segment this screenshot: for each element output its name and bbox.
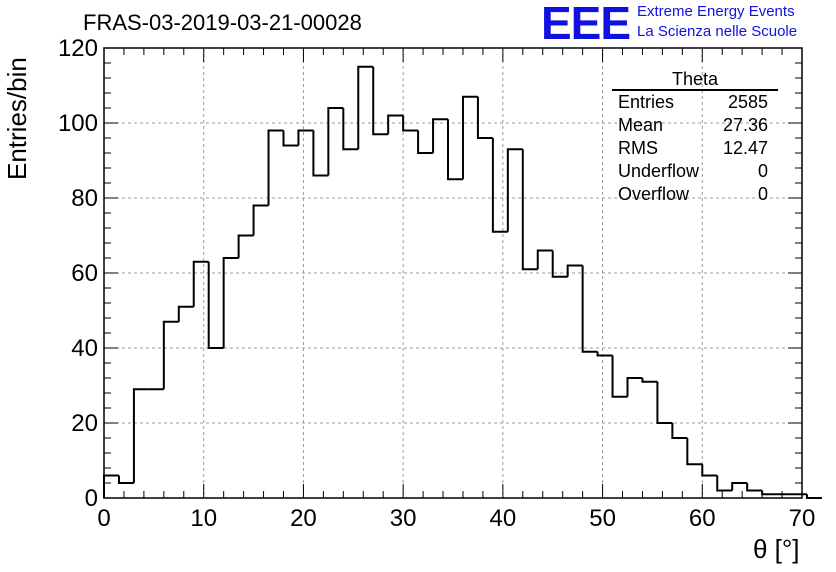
histogram-bin xyxy=(432,118,449,153)
histogram-bin xyxy=(222,257,239,348)
histogram-bin xyxy=(312,130,329,177)
histogram-bin xyxy=(581,265,598,353)
logo-line2: La Scienza nelle Scuole xyxy=(637,23,798,40)
histogram-bin xyxy=(267,129,284,206)
histogram-bin xyxy=(417,130,434,154)
y-tick-label: 60 xyxy=(71,260,98,287)
histogram-bin xyxy=(641,378,658,383)
stats-label: RMS xyxy=(618,138,658,158)
stats-row: Entries 2585 xyxy=(612,91,778,114)
histogram-bin xyxy=(297,129,314,146)
histogram-bin xyxy=(701,464,718,477)
x-tick-label: 10 xyxy=(190,505,217,532)
histogram-bin xyxy=(237,234,254,258)
stats-label: Mean xyxy=(618,115,664,135)
histogram-bin xyxy=(357,65,374,150)
histogram-bin xyxy=(731,482,748,491)
histogram-bin xyxy=(566,264,583,277)
histogram-bin xyxy=(536,249,553,270)
histogram-bin xyxy=(596,351,613,357)
histogram-bin xyxy=(551,250,568,278)
y-tick-label: 120 xyxy=(58,35,98,62)
stats-value: 0 xyxy=(757,184,768,204)
histogram-bin xyxy=(327,107,344,176)
y-tick-label: 80 xyxy=(71,185,98,212)
histogram-bin xyxy=(491,138,508,233)
histogram-bin xyxy=(402,115,419,132)
y-tick-label: 40 xyxy=(71,335,98,362)
logo-text: Extreme Energy Events La Scienza nelle S… xyxy=(637,2,797,42)
histogram-bin xyxy=(447,119,463,181)
tick-labels: 0 10 20 30 40 50 60 70 0 20 40 60 80 100 120 xyxy=(58,35,815,532)
histogram-bin xyxy=(282,130,299,147)
stats-box: Theta Entries 2585 Mean 27.36 RMS 12.47 Und… xyxy=(612,70,778,206)
histogram-bin xyxy=(387,114,404,135)
stats-value: 2585 xyxy=(727,92,768,112)
histogram-bin xyxy=(626,377,643,397)
histogram-bin xyxy=(761,490,778,496)
x-tick-label: 60 xyxy=(689,505,716,532)
axis-ticks xyxy=(103,47,803,499)
y-tick-label: 0 xyxy=(85,485,98,512)
histogram-bin xyxy=(476,96,493,139)
x-tick-label: 0 xyxy=(97,505,110,532)
x-axis-label: θ [°] xyxy=(753,534,800,564)
x-tick-label: 50 xyxy=(589,505,616,532)
y-tick-label: 100 xyxy=(58,110,98,137)
stats-row: Mean 27.36 xyxy=(612,114,778,137)
histogram-bin xyxy=(132,388,149,483)
histogram-bin xyxy=(461,95,478,180)
histogram-bin xyxy=(252,204,269,236)
y-axis-label: Entries/bin xyxy=(2,57,32,180)
histogram-bin xyxy=(207,261,224,349)
histogram-bin xyxy=(162,320,179,390)
histogram-bin xyxy=(342,108,359,151)
stats-label: Underflow xyxy=(618,161,700,181)
histogram-bin xyxy=(103,474,119,498)
histogram-bin xyxy=(192,260,209,307)
logo-mark: EEE xyxy=(541,0,631,49)
stats-value: 0 xyxy=(757,161,768,181)
stats-row: RMS 12.47 xyxy=(612,137,778,160)
histogram-bin xyxy=(117,475,134,484)
histogram-bin xyxy=(686,438,703,466)
histogram-bin xyxy=(671,423,688,439)
stats-label: Entries xyxy=(618,92,675,112)
x-tick-label: 30 xyxy=(390,505,417,532)
eee-logo: EEE xyxy=(541,0,631,49)
histogram-bin xyxy=(521,149,538,271)
histogram-bin xyxy=(716,475,733,492)
y-tick-label: 20 xyxy=(71,410,98,437)
histogram-bin xyxy=(656,381,673,424)
stats-value: 27.36 xyxy=(722,115,768,135)
histogram-bin xyxy=(746,483,763,492)
histogram-bin xyxy=(177,305,194,322)
histogram-bars xyxy=(103,65,822,499)
stats-name: Theta xyxy=(612,70,778,91)
histogram-bin xyxy=(805,494,822,499)
histogram-bin xyxy=(506,148,523,232)
x-tick-label: 40 xyxy=(490,505,517,532)
stats-value: 12.47 xyxy=(722,138,768,158)
stats-row: Underflow 0 xyxy=(612,160,778,183)
stats-label: Overflow xyxy=(618,184,690,204)
histogram-bin xyxy=(372,66,389,136)
x-tick-label: 70 xyxy=(789,505,816,532)
logo-line1: Extreme Energy Events xyxy=(637,3,795,20)
stats-row: Overflow 0 xyxy=(612,183,778,206)
histogram-bin xyxy=(611,355,628,398)
chart-title: FRAS-03-2019-03-21-00028 xyxy=(83,10,362,35)
x-tick-label: 20 xyxy=(290,505,317,532)
